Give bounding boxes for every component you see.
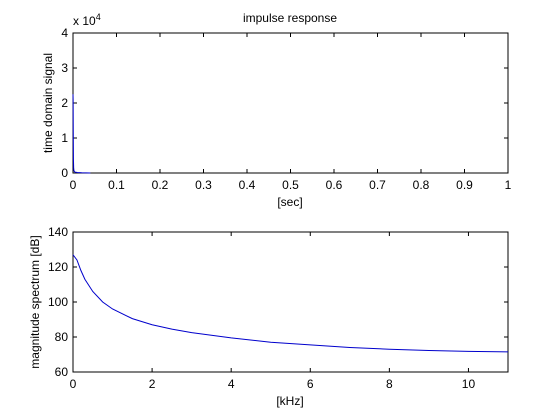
x-tick-label: 6 <box>307 377 314 391</box>
series-line <box>72 254 509 353</box>
y-tick-label: 100 <box>48 295 68 309</box>
series-line <box>72 94 91 174</box>
x-tick-label: 0 <box>70 377 77 391</box>
x-axis-label: [sec] <box>277 195 302 209</box>
x-tick-label: 4 <box>228 377 235 391</box>
y-tick-label: 80 <box>55 330 69 344</box>
axis-ticks <box>72 32 509 174</box>
x-tick-label: 1 <box>505 178 512 192</box>
x-axis-label: [kHz] <box>276 394 303 408</box>
magnitude-spectrum-plot: [kHz] magnitude spectrum [dB] 0 2 4 6 8 10 60 8… <box>28 225 509 408</box>
x-tick-label: 8 <box>386 377 393 391</box>
axis-ticks <box>72 231 508 373</box>
y-tick-label: 2 <box>61 96 68 110</box>
y-exponent-power: 4 <box>96 12 101 22</box>
x-tick-label: 0.2 <box>152 178 169 192</box>
y-tick-label: 140 <box>48 225 68 239</box>
x-tick-label: 0.1 <box>108 178 125 192</box>
axes-box <box>72 32 509 174</box>
chart-title: impulse response <box>243 11 337 25</box>
y-tick-label: 4 <box>61 26 68 40</box>
x-tick-label: 0 <box>70 178 77 192</box>
y-tick-label: 120 <box>48 260 68 274</box>
x-tick-label: 0.3 <box>195 178 212 192</box>
impulse-response-plot: impulse response x 104 [sec] time domain… <box>41 11 512 209</box>
y-exponent-base: x 10 <box>73 14 96 28</box>
axis-tick-labels: 0 0.1 0.2 0.3 0.4 0.5 0.6 0.7 0.8 0.9 1 0 1 2 3 4 <box>61 26 511 192</box>
x-tick-label: 10 <box>462 377 476 391</box>
y-axis-label: time domain signal <box>41 53 55 153</box>
y-tick-label: 0 <box>61 166 68 180</box>
x-tick-label: 0.4 <box>239 178 256 192</box>
y-exponent-label: x 104 <box>73 12 101 28</box>
x-tick-label: 0.8 <box>413 178 430 192</box>
y-tick-label: 3 <box>61 61 68 75</box>
x-tick-label: 0.7 <box>369 178 386 192</box>
axis-tick-labels: 0 2 4 6 8 10 60 80 100 120 140 <box>48 225 475 391</box>
y-tick-label: 60 <box>55 365 69 379</box>
y-tick-label: 1 <box>61 131 68 145</box>
x-tick-label: 0.9 <box>456 178 473 192</box>
y-axis-label: magnitude spectrum [dB] <box>28 235 42 368</box>
x-tick-label: 0.5 <box>282 178 299 192</box>
x-tick-label: 2 <box>149 377 156 391</box>
x-tick-label: 0.6 <box>326 178 343 192</box>
